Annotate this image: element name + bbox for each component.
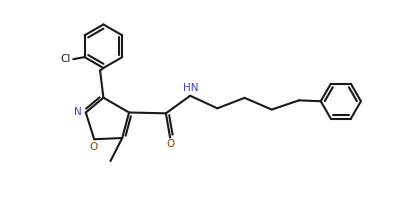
Text: HN: HN [183,83,198,93]
Text: O: O [89,142,97,152]
Text: O: O [166,139,174,149]
Text: Cl: Cl [61,54,71,64]
Text: N: N [74,107,82,117]
